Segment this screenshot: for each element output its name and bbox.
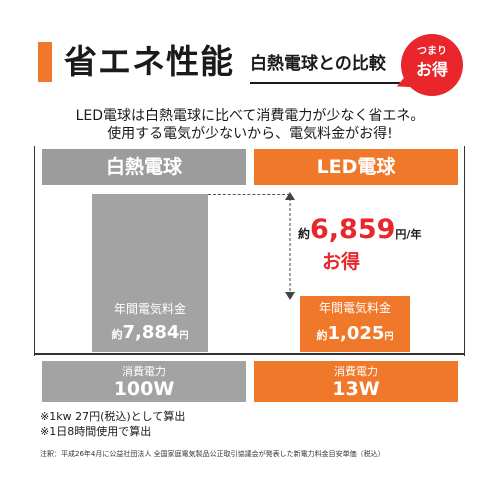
bar-incandescent-prefix: 約 — [111, 328, 123, 341]
power-led-value: 13W — [332, 378, 380, 400]
page-subtitle: 白熱電球との比較 — [250, 54, 386, 74]
bar-incandescent-unit: 円 — [179, 331, 189, 341]
savings-unit: 円/年 — [395, 228, 422, 241]
bar-led-value: 約1,025円 — [300, 323, 410, 348]
bar-led-unit: 円 — [384, 332, 394, 342]
intro-line-1: LED電球は白熱電球に比べて消費電力が少なく省エネ。 — [75, 108, 425, 124]
power-led: 消費電力 13W — [254, 361, 458, 402]
intro-line-2: 使用する電気が少ないから、電気料金がお得! — [107, 126, 393, 142]
savings-badge: つまり お得 — [401, 34, 463, 96]
note-usage: ※1日8時間使用で算出 — [40, 425, 152, 438]
power-incandescent: 消費電力 100W — [42, 361, 246, 402]
savings-value: 6,859 — [310, 214, 396, 245]
savings-label: お得 — [322, 251, 361, 273]
badge-big-text: お得 — [415, 60, 448, 79]
bar-incandescent-label: 年間電気料金 — [113, 302, 186, 316]
bar-incandescent-amount: 7,884 — [122, 322, 180, 343]
chart-frame-left — [34, 146, 35, 356]
bar-incandescent: 年間電気料金 約7,884円 — [92, 194, 208, 352]
savings-prefix: 約 — [298, 227, 311, 241]
power-incandescent-value: 100W — [113, 378, 175, 400]
savings-amount: 約6,859円/年 — [298, 214, 421, 245]
title-accent-bar — [38, 42, 52, 82]
column-header-incandescent: 白熱電球 — [42, 149, 246, 185]
badge-small-text: つまり — [417, 46, 447, 57]
footnote: 注釈：平成26年4月に公益社団法人 全国家庭電気製品公正取引協議会が発表した新電… — [40, 450, 385, 458]
difference-arrow — [285, 192, 295, 300]
bar-led-label: 年間電気料金 — [318, 301, 391, 315]
subtitle-underline — [250, 82, 400, 84]
power-led-label: 消費電力 — [334, 365, 378, 378]
bar-incandescent-value: 約7,884円 — [92, 322, 208, 347]
column-header-led: LED電球 — [254, 149, 458, 185]
chart-baseline — [34, 353, 465, 355]
bar-led: 年間電気料金 約1,025円 — [300, 296, 410, 352]
chart-frame-right — [464, 146, 465, 356]
power-incandescent-label: 消費電力 — [122, 365, 166, 378]
page-title: 省エネ性能 — [64, 42, 234, 81]
note-rate: ※1kw 27円(税込)として算出 — [40, 410, 186, 423]
bar-led-amount: 1,025 — [327, 323, 385, 344]
bar-led-prefix: 約 — [316, 329, 328, 342]
top-reference-line — [208, 194, 290, 195]
